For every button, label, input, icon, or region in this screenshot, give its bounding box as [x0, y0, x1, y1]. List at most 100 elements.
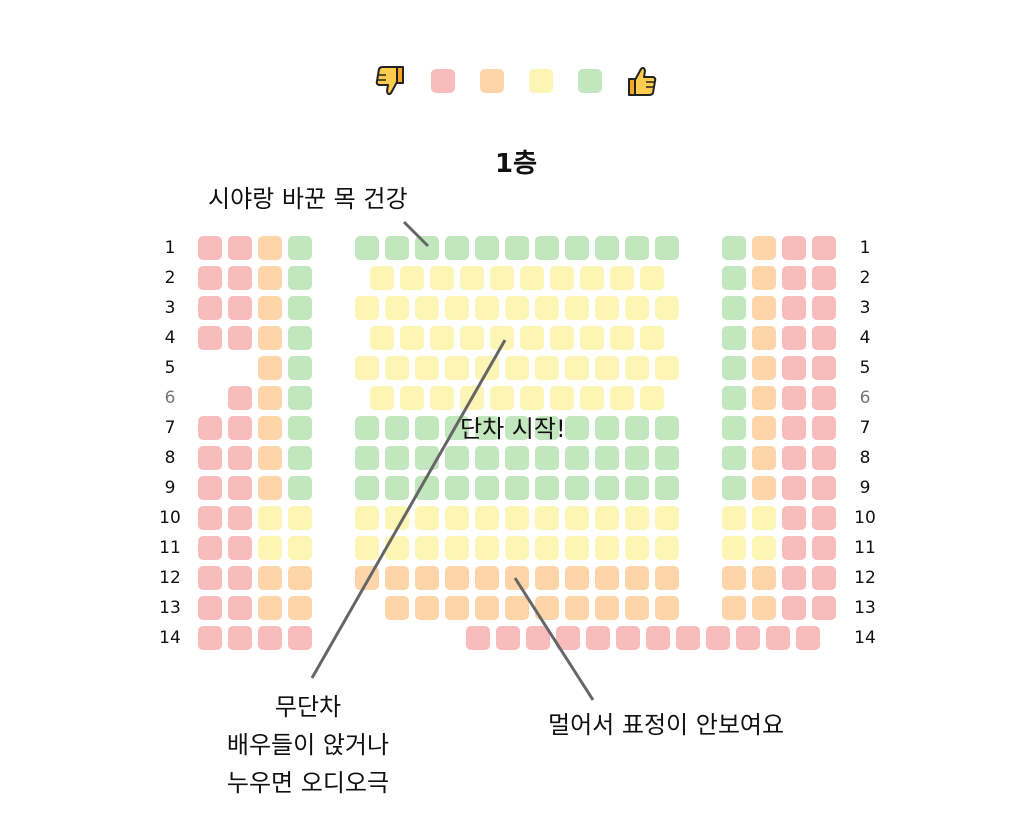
seat-left-block	[198, 416, 222, 440]
annotation-no-step-line-2: 배우들이 앉거나	[226, 731, 390, 759]
seat-center-block	[505, 476, 529, 500]
seat-center-block	[565, 596, 589, 620]
seat-center-block	[520, 326, 544, 350]
seat-right-block	[752, 536, 776, 560]
thumbs-up-icon	[628, 66, 657, 96]
seat-left-block	[198, 596, 222, 620]
seat-right-block	[812, 506, 836, 530]
seat-right-block	[782, 476, 806, 500]
seat-left-block	[198, 326, 222, 350]
seat-left-block	[228, 476, 252, 500]
seat-right-block	[782, 566, 806, 590]
seat-right-block	[752, 356, 776, 380]
seat-right-block	[752, 236, 776, 260]
seat-left-block	[288, 356, 312, 380]
seat-right-block	[752, 296, 776, 320]
seat-center-block	[355, 416, 379, 440]
seat-left-block	[228, 266, 252, 290]
seat-right-block	[752, 386, 776, 410]
seat-center-block	[655, 596, 679, 620]
seat-center-block	[565, 446, 589, 470]
seat-center-block	[415, 416, 439, 440]
seat-left-block	[258, 296, 282, 320]
seat-center-block	[550, 326, 574, 350]
seat-left-block	[288, 626, 312, 650]
seat-center-block	[655, 236, 679, 260]
annotation-neck: 시야랑 바꾼 목 건강	[208, 185, 408, 213]
seat-center-block	[625, 236, 649, 260]
seat-right-block	[812, 356, 836, 380]
seat-center-block	[625, 506, 649, 530]
seat-left-block	[228, 416, 252, 440]
seat-left-block	[198, 236, 222, 260]
row-label-left: 1	[164, 238, 176, 258]
seat-right-block	[752, 266, 776, 290]
seat-right-block	[752, 566, 776, 590]
seat-right-block	[782, 296, 806, 320]
seat-right-block	[812, 596, 836, 620]
seat-left-block	[228, 296, 252, 320]
far-pointer-line	[513, 577, 595, 701]
seat-left-block	[228, 626, 252, 650]
seat-center-block	[370, 386, 394, 410]
seat-center-block	[640, 266, 664, 290]
seat-center-block	[415, 596, 439, 620]
seat-center-block	[565, 356, 589, 380]
seat-center-block	[475, 476, 499, 500]
seat-center-block	[640, 326, 664, 350]
seat-left-block	[258, 566, 282, 590]
seat-center-block	[610, 386, 634, 410]
seat-right-block	[782, 416, 806, 440]
row-label-right: 4	[859, 328, 871, 348]
seat-center-block	[595, 356, 619, 380]
seat-left-block	[258, 596, 282, 620]
seat-right-block	[812, 536, 836, 560]
seat-right-block	[812, 326, 836, 350]
seat-center-block	[385, 236, 409, 260]
row-label-left: 12	[159, 568, 181, 588]
seat-right-block	[782, 326, 806, 350]
seat-center-block	[505, 356, 529, 380]
seat-left-block	[288, 326, 312, 350]
row-label-left: 5	[164, 358, 176, 378]
seat-center-block	[430, 386, 454, 410]
seat-center-block	[370, 326, 394, 350]
seat-center-block	[565, 296, 589, 320]
seat-right-block	[722, 386, 746, 410]
seat-center-block	[445, 236, 469, 260]
seat-center-block	[505, 596, 529, 620]
seat-center-block	[385, 416, 409, 440]
legend-swatch-yellow	[529, 69, 553, 93]
seat-left-block	[228, 446, 252, 470]
seat-left-block	[198, 566, 222, 590]
seat-left-block	[228, 536, 252, 560]
seat-center-block	[610, 326, 634, 350]
row-label-right: 11	[854, 538, 876, 558]
seat-center-block	[535, 236, 559, 260]
seat-center-block	[625, 296, 649, 320]
seat-left-block	[228, 236, 252, 260]
seat-center-block	[505, 506, 529, 530]
seat-center-block	[445, 476, 469, 500]
seat-center-block	[415, 356, 439, 380]
seat-center-block	[475, 296, 499, 320]
seat-right-block	[722, 266, 746, 290]
seat-left-block	[258, 326, 282, 350]
seat-center-block	[400, 266, 424, 290]
row-label-left: 8	[164, 448, 176, 468]
seat-center-block	[505, 236, 529, 260]
seat-center-block	[625, 566, 649, 590]
seat-center-block	[595, 536, 619, 560]
seat-right-block	[812, 386, 836, 410]
row-label-left: 2	[164, 268, 176, 288]
seat-left-block	[258, 536, 282, 560]
floor-title: 1층	[494, 149, 537, 179]
seat-left-block	[258, 386, 282, 410]
row-label-right: 5	[859, 358, 871, 378]
seat-center-block	[550, 266, 574, 290]
seat-right-block	[782, 596, 806, 620]
annotation-no-step-line-1: 무단차	[274, 693, 342, 721]
seat-right-block	[782, 506, 806, 530]
seat-center-block	[796, 626, 820, 650]
no-step-pointer-line	[310, 339, 507, 679]
